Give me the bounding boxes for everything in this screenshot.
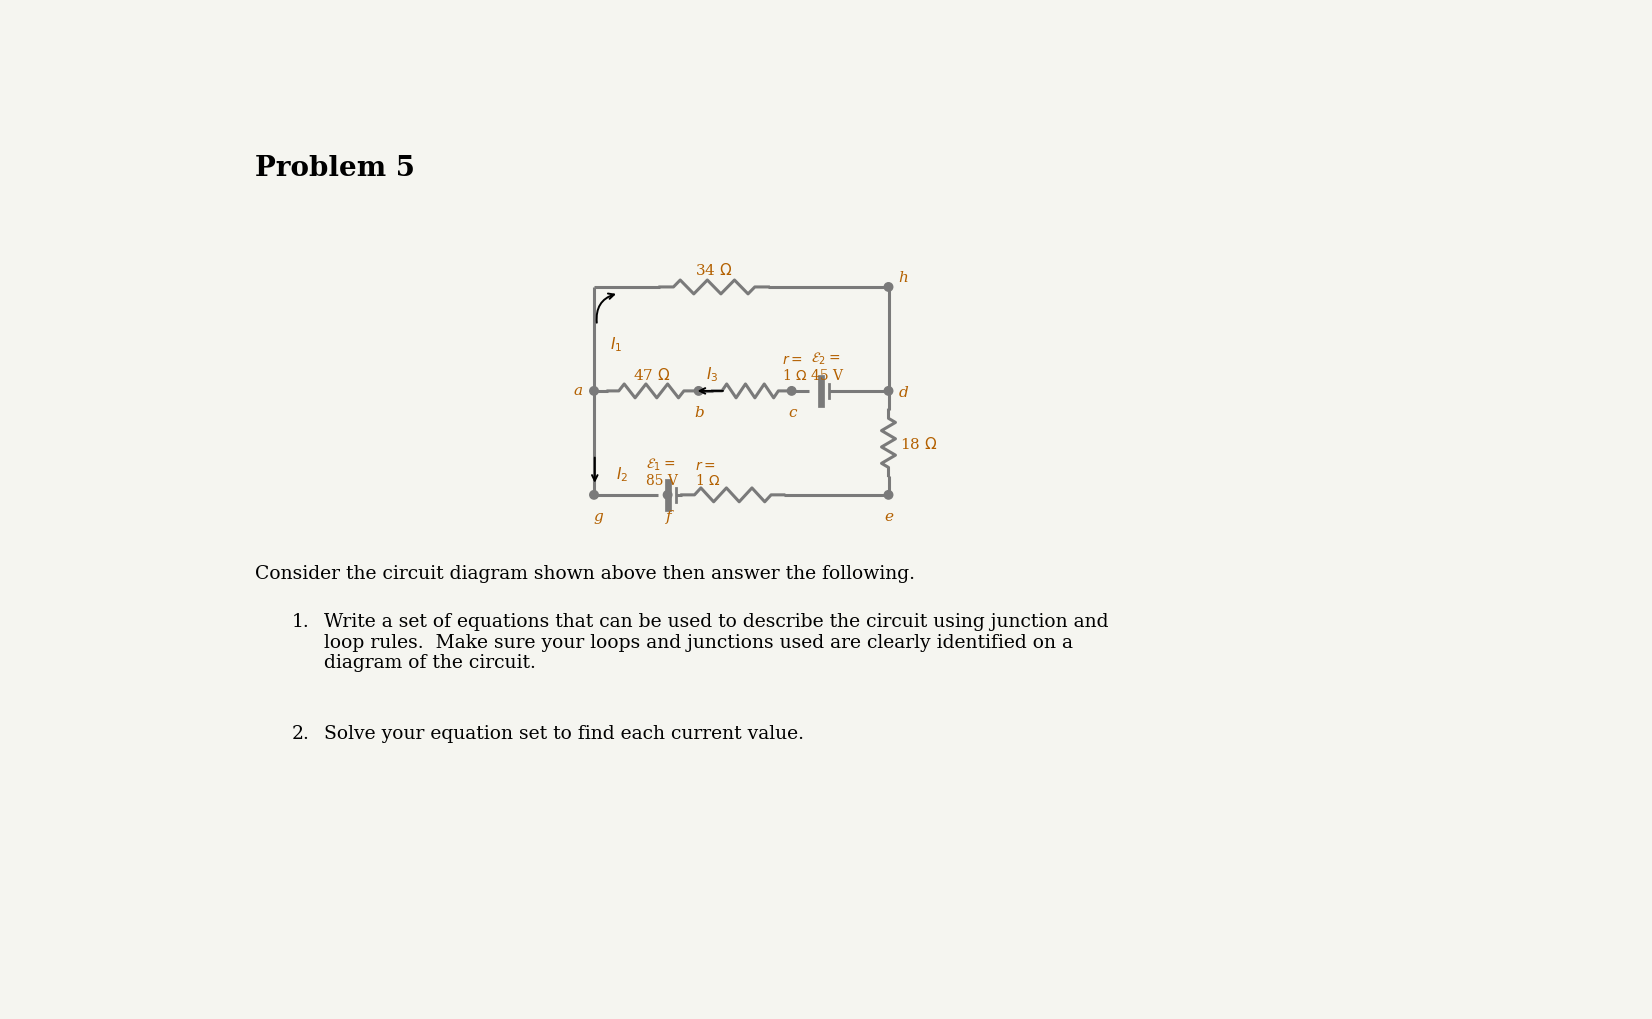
Text: $r=$: $r=$ <box>783 353 803 367</box>
Text: a: a <box>573 384 583 397</box>
Circle shape <box>590 491 598 499</box>
Text: f: f <box>666 510 671 523</box>
Text: 18 $\Omega$: 18 $\Omega$ <box>900 435 937 451</box>
Circle shape <box>590 387 598 395</box>
Text: 34 $\Omega$: 34 $\Omega$ <box>695 262 733 277</box>
Text: Problem 5: Problem 5 <box>254 155 415 181</box>
Text: 1 $\Omega$: 1 $\Omega$ <box>695 473 720 488</box>
Text: $I_1$: $I_1$ <box>610 335 621 354</box>
Text: e: e <box>885 510 894 523</box>
Circle shape <box>694 387 702 395</box>
Text: 1.: 1. <box>292 612 309 631</box>
Text: 2.: 2. <box>292 723 309 742</box>
Text: h: h <box>899 271 909 284</box>
Text: g: g <box>593 510 603 523</box>
Circle shape <box>884 491 892 499</box>
Text: Write a set of equations that can be used to describe the circuit using junction: Write a set of equations that can be use… <box>324 612 1108 672</box>
Text: 85 V: 85 V <box>646 474 677 488</box>
Text: c: c <box>788 406 796 420</box>
Text: $I_3$: $I_3$ <box>707 365 719 384</box>
Text: b: b <box>694 406 704 420</box>
Text: $\mathcal{E}_1=$: $\mathcal{E}_1=$ <box>646 455 676 472</box>
Text: 1 $\Omega$: 1 $\Omega$ <box>783 367 808 382</box>
Circle shape <box>884 387 892 395</box>
Text: 45 V: 45 V <box>811 368 843 382</box>
Text: d: d <box>899 386 909 400</box>
Circle shape <box>884 283 892 291</box>
Text: Solve your equation set to find each current value.: Solve your equation set to find each cur… <box>324 723 805 742</box>
Circle shape <box>788 387 796 395</box>
Text: $I_2$: $I_2$ <box>616 465 628 483</box>
Text: $r=$: $r=$ <box>695 459 715 472</box>
Circle shape <box>664 491 672 499</box>
Text: $\mathcal{E}_2=$: $\mathcal{E}_2=$ <box>811 351 841 367</box>
Text: 47 $\Omega$: 47 $\Omega$ <box>633 366 671 382</box>
Text: Consider the circuit diagram shown above then answer the following.: Consider the circuit diagram shown above… <box>254 565 915 583</box>
